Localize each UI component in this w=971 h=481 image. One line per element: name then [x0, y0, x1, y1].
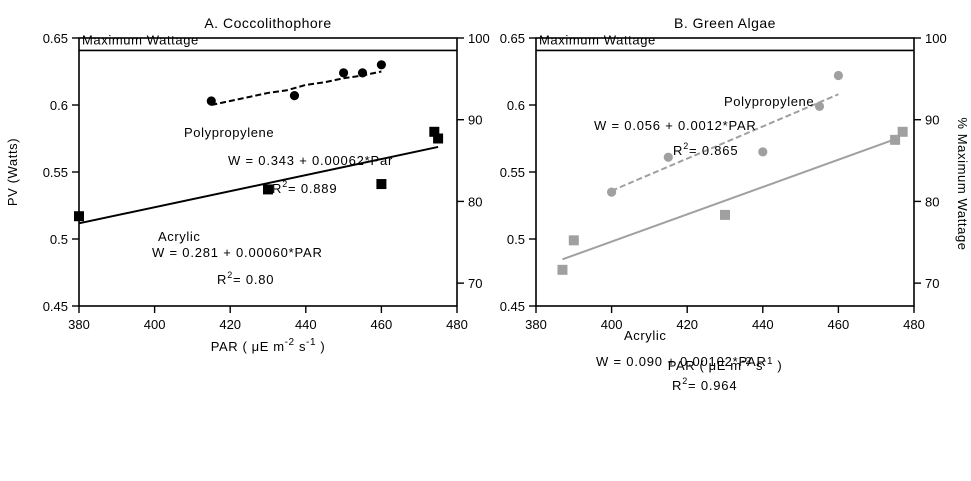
panel-b-title: B. Green Algae	[674, 15, 776, 31]
panel-a-polypropylene-point-4	[357, 68, 368, 78]
panel-b-x-tick-label-480: 480	[903, 317, 925, 332]
panel-b-acrylic-trendline	[562, 138, 896, 261]
panel-b-plot-frame	[535, 37, 915, 307]
panel-a-polypropylene-point-3	[339, 68, 349, 78]
panel-b-polypropylene-point-1	[607, 187, 617, 197]
panel-b-x-tick-label-440: 440	[752, 317, 774, 332]
panel-a-y-tick-label-0.45: 0.45	[43, 299, 68, 314]
panel-a-x-tick-label-480: 480	[446, 317, 468, 332]
panel-a-x-tick-label-380: 380	[68, 317, 90, 332]
panel-b-y2-tick-label-80: 80	[925, 194, 939, 209]
panel-a-plot-frame	[78, 37, 458, 307]
panel-a-maximum-wattage-label: Maximum Wattage	[82, 32, 199, 47]
panel-a-x-tick-label-440: 440	[295, 317, 317, 332]
panel-a-y-tick-label-0.65: 0.65	[43, 31, 68, 46]
panel-a-acrylic-point-5	[433, 133, 444, 144]
panel-b-acrylic-label: Acrylic	[624, 328, 666, 343]
panel-a-x-tick-label-400: 400	[144, 317, 166, 332]
panel-b-polypropylene-point-3	[758, 147, 768, 157]
panel-b-y-tick-label-0.55: 0.55	[500, 165, 525, 180]
panel-b-acrylic-point-1	[557, 264, 568, 275]
panel-b-y2-tick-label-90: 90	[925, 113, 939, 128]
panel-b-right-axis-label: % Maximum Wattage	[955, 117, 970, 250]
panel-a-y-tick-label-0.55: 0.55	[43, 165, 68, 180]
panel-b-x-tick-label-420: 420	[676, 317, 698, 332]
panel-a-polypropylene-label: Polypropylene	[184, 125, 274, 140]
panel-a-x-tick-label-420: 420	[219, 317, 241, 332]
panel-a-y-axis-label: PV (Watts)	[5, 138, 20, 206]
panel-b-y-tick-label-0.6: 0.6	[507, 98, 525, 113]
panel-b-acrylic-r2: R2= 0.964	[672, 376, 737, 393]
panel-b-x-tick-label-380: 380	[525, 317, 547, 332]
panel-a-data-points	[74, 60, 444, 222]
panel-a-polypropylene-trendline	[211, 70, 382, 106]
panel-b-green-algae: Maximum Wattage B. Green Algae % Maximum…	[500, 15, 970, 393]
panel-b-data-points	[557, 70, 908, 275]
panel-a-acrylic-equation: W = 0.281 + 0.00060*PAR	[152, 245, 323, 260]
panel-a-acrylic-label: Acrylic	[158, 229, 200, 244]
panel-a-polypropylene-equation: W = 0.343 + 0.00062*Par	[228, 153, 393, 168]
panel-a-y2-tick-label-90: 90	[468, 113, 482, 128]
panel-a-x-axis-label: PAR ( μE m-2 s-1 )	[211, 337, 326, 354]
panel-b-acrylic-equation: W = 0.090 + 0.00102*PAR	[596, 354, 767, 369]
panel-b-acrylic-point-4	[890, 134, 901, 145]
panel-b-y-tick-label-0.65: 0.65	[500, 31, 525, 46]
panel-b-ticks: 380 400 420 440 460 480 0.45 0.5 0.55 0.6 0.65 70 80…	[500, 31, 947, 332]
panel-b-y-tick-label-0.45: 0.45	[500, 299, 525, 314]
panel-a-polypropylene-point-2	[289, 91, 300, 101]
panel-b-acrylic-point-5	[897, 126, 908, 137]
panel-a-y-tick-label-0.5: 0.5	[50, 232, 68, 247]
panel-a-acrylic-point-2	[263, 184, 273, 195]
panel-a-y-tick-label-0.6: 0.6	[50, 98, 68, 113]
panel-b-polypropylene-label: Polypropylene	[724, 94, 814, 109]
panel-a-x-tick-label-460: 460	[371, 317, 393, 332]
panel-b-x-tick-label-400: 400	[601, 317, 623, 332]
panel-b-polypropylene-point-4	[814, 101, 825, 111]
panel-b-maximum-wattage-label: Maximum Wattage	[539, 32, 656, 47]
panel-b-x-axis-label: PAR ( μE m-2 s-1 )	[668, 356, 783, 373]
panel-b-polypropylene-r2: R2= 0.865	[673, 141, 738, 158]
panel-a-polypropylene-r2: R2= 0.889	[272, 179, 337, 196]
panel-a-acrylic-trendline	[78, 145, 439, 225]
panel-b-x-tick-label-460: 460	[828, 317, 850, 332]
panel-a-acrylic-point-4	[429, 126, 440, 137]
panel-a-y2-tick-label-100: 100	[468, 31, 490, 46]
panel-b-y-tick-label-0.5: 0.5	[507, 232, 525, 247]
panel-a-title: A. Coccolithophore	[204, 15, 331, 31]
panel-b-y2-tick-label-70: 70	[925, 276, 939, 291]
panel-b-acrylic-point-2	[568, 235, 579, 246]
panel-a-ticks: 380 400 420 440 460 480 0.45 0.5 0.55 0.6 0.65 70 80…	[43, 31, 490, 332]
panel-a-acrylic-point-1	[74, 211, 84, 222]
panel-a-coccolithophore: Maximum Wattage A. Coccolithophore PV (W…	[5, 15, 490, 354]
panel-a-acrylic-point-3	[376, 179, 387, 190]
panel-b-y2-tick-label-100: 100	[925, 31, 947, 46]
panel-b-polypropylene-point-5	[833, 70, 844, 81]
panel-a-acrylic-r2: R2= 0.80	[217, 270, 274, 287]
panel-a-polypropylene-point-5	[376, 60, 386, 70]
panel-b-polypropylene-equation: W = 0.056 + 0.0012*PAR	[594, 118, 757, 133]
panel-a-trendlines	[78, 70, 439, 225]
panel-a-y2-tick-label-80: 80	[468, 194, 482, 209]
panel-b-polypropylene-point-2	[663, 152, 673, 162]
panel-a-y2-tick-label-70: 70	[468, 276, 482, 291]
panel-b-polypropylene-trendline	[611, 93, 839, 192]
panel-b-trendlines	[562, 93, 896, 261]
panel-b-acrylic-point-3	[720, 209, 730, 220]
panel-a-polypropylene-point-1	[206, 96, 216, 106]
